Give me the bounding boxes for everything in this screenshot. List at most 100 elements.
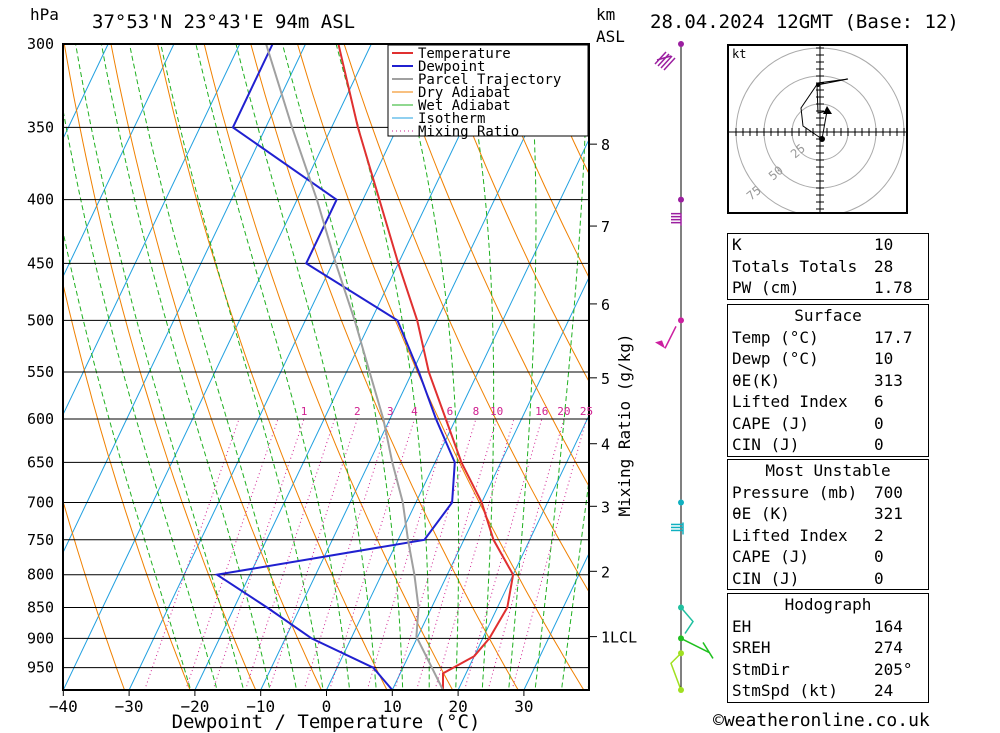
isotherm-line	[63, 44, 306, 554]
mixing-ratio-label: 6	[447, 405, 454, 418]
wind-level-dot	[678, 196, 684, 203]
most-unstable-title: Most Unstable	[765, 461, 891, 480]
x-tick-label: −10	[246, 697, 275, 716]
pressure-tick-label: 300	[27, 35, 54, 53]
mu-cape-row: CAPE (J) 0	[732, 547, 884, 566]
hodograph-plot: kt 25 50 75	[729, 46, 906, 217]
pressure-tick-label: 550	[27, 363, 54, 381]
stmspd-row: StmSpd (kt) 24	[732, 681, 894, 700]
mixing-ratio-label: 25	[580, 405, 593, 418]
asl-label: ASL	[596, 27, 625, 46]
mixing-ratio-label: 10	[490, 405, 503, 418]
mixing-ratio-label: 16	[535, 405, 548, 418]
legend: Temperature Dewpoint Parcel Trajectory D…	[387, 44, 589, 140]
dry-adiabat-line	[250, 44, 519, 690]
pressure-tick-label: 700	[27, 493, 54, 511]
mixing-ratio-label: 2	[354, 405, 361, 418]
hodograph-stats-table: Hodograph EH 164 SREH 274 StmDir 205° StmSp…	[727, 593, 929, 703]
k-index-row: K 10	[732, 235, 894, 254]
km-tick-label: 8	[601, 136, 610, 154]
mixing-ratio-label: 1	[301, 405, 308, 418]
wind-level-dot	[678, 317, 684, 324]
temperature-line	[337, 44, 515, 690]
x-tick-label: 30	[514, 697, 533, 716]
mixing-ratio-label: 3	[387, 405, 394, 418]
km-tick-label: 4	[601, 436, 610, 454]
storm-motion-arrow-icon	[823, 106, 832, 114]
wet-adiabat-line	[335, 44, 430, 690]
mu-cin-row: CIN (J) 0	[732, 568, 884, 588]
dry-adiabat-line	[483, 44, 589, 279]
datetime-title: 28.04.2024 12GMT (Base: 12)	[650, 11, 959, 33]
isotherm-line	[128, 44, 438, 690]
totals-totals-row: Totals Totals 28	[732, 256, 894, 276]
km-tick-label: 2	[601, 563, 610, 581]
mixing-ratio-label: 4	[411, 405, 418, 418]
surface-cin-row: CIN (J) 0	[732, 435, 884, 454]
pw-row: PW (cm) 1.78	[732, 278, 913, 297]
surface-table: Surface Temp (°C) 17.7 Dewp (°C) 10 θE(K) 3…	[727, 304, 929, 457]
hodograph-ring-50: 50	[766, 163, 786, 183]
pressure-tick-label: 500	[27, 311, 54, 329]
mixing-ratio-line	[212, 418, 305, 690]
x-tick-label: −40	[49, 697, 78, 716]
mixing-ratio-line	[394, 418, 477, 690]
sreh-row: SREH 274	[732, 638, 903, 657]
surface-theta-row: θE(K) 313	[732, 370, 903, 390]
dry-adiabat-line	[63, 499, 125, 690]
mixing-ratio-line	[329, 418, 415, 690]
x-tick-label: −30	[115, 697, 144, 716]
indices-table: K 10 Totals Totals 28 PW (cm) 1.78	[727, 233, 929, 300]
isotherm-line	[326, 138, 589, 690]
surface-title: Surface	[794, 306, 862, 325]
wind-barb-300-icon	[657, 53, 670, 67]
mixing-ratio-line	[185, 418, 279, 690]
pressure-tick-label: 750	[27, 531, 54, 549]
wind-barb-900-icon	[702, 642, 714, 659]
profile-lines	[214, 44, 515, 690]
pressure-tick-label: 600	[27, 410, 54, 428]
pressure-tick-label: 350	[27, 118, 54, 136]
dry-adiabat-line	[297, 44, 585, 690]
mixing-ratio-line	[487, 418, 565, 690]
legend-parcel: Parcel Trajectory	[418, 72, 561, 88]
wet-adiabat-line	[560, 477, 589, 690]
mixing-ratio-line	[303, 418, 391, 690]
mixing-ratio-axis-label: Mixing Ratio (g/kg)	[615, 333, 634, 516]
dry-adiabat-line	[157, 44, 388, 690]
dry-adiabat-line	[950, 44, 1000, 690]
mu-pressure-row: Pressure (mb) 700	[732, 482, 903, 502]
mixing-ratio-label: 20	[557, 405, 570, 418]
x-tick-label: 10	[383, 697, 402, 716]
hpa-label: hPa	[30, 5, 59, 24]
wind-barb-300-icon	[663, 57, 676, 71]
km-tick-label: 5	[601, 370, 610, 388]
pressure-tick-label: 850	[27, 599, 54, 617]
hodograph-origin-dot	[819, 136, 825, 142]
dry-adiabat-line	[343, 44, 589, 593]
legend-dry-adiabat: Dry Adiabat	[418, 85, 511, 101]
wind-profile	[654, 41, 714, 693]
wind-level-dot	[678, 499, 684, 506]
chart-axes: −40 −30 −20 −10 0 10 20 30 8 7 6 5 4 3 2 1LCL	[49, 43, 637, 716]
hodograph-ring-25: 25	[788, 141, 808, 161]
x-tick-label: 20	[448, 697, 467, 716]
location-title: 37°53'N 23°43'E 94m ASL	[92, 11, 355, 33]
dry-adiabat-line	[63, 44, 257, 690]
wind-barb-500-icon	[664, 326, 677, 349]
legend-temperature: Temperature	[418, 46, 511, 62]
legend-wet-adiabat: Wet Adiabat	[418, 98, 511, 114]
km-tick-label: 1LCL	[601, 629, 637, 647]
wind-level-dot	[678, 41, 684, 47]
mixing-ratio-label: 8	[473, 405, 480, 418]
mixing-ratio-line	[144, 418, 240, 690]
copyright-link[interactable]: ©weatheronline.co.uk	[713, 710, 930, 731]
mixing-ratio-line	[244, 418, 336, 690]
mu-theta-row: θE (K) 321	[732, 504, 903, 523]
dry-adiabat-line	[436, 44, 589, 383]
isobar-lines: 300 350 400 450 500 550 600 650 700 750 800 850 900 9…	[27, 35, 589, 677]
mixing-ratio-line	[366, 418, 451, 690]
isotherm-line	[391, 276, 589, 690]
mixing-ratio-line	[434, 418, 515, 690]
isotherm-line	[194, 44, 504, 690]
